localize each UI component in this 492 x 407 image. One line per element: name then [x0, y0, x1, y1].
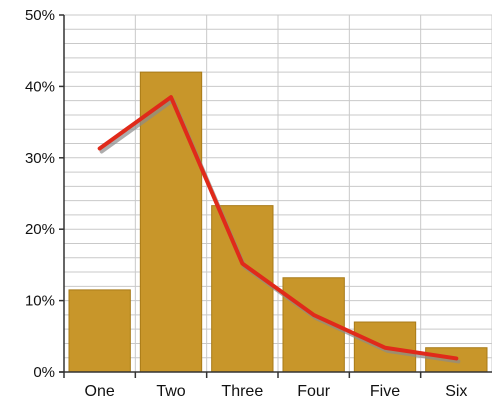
axes: [59, 14, 492, 378]
x-tick-label-two: Two: [156, 383, 185, 400]
gridlines: [64, 14, 492, 372]
bar-one: [68, 289, 131, 373]
y-tick-labels: 0% 10% 20% 30% 40% 50%: [25, 7, 55, 381]
x-tick-label-five: Five: [370, 383, 400, 400]
trend-line-layer: [97, 95, 461, 364]
y-tick-label: 40%: [25, 78, 55, 95]
x-tick-label-one: One: [85, 383, 115, 400]
y-tick-label: 10%: [25, 293, 55, 310]
bar-five: [353, 321, 417, 373]
x-tick-labels: One Two Three Four Five Six: [85, 383, 468, 400]
bar-two: [139, 71, 203, 373]
x-tick-label-three: Three: [221, 383, 263, 400]
x-tick-label-four: Four: [297, 383, 331, 400]
y-tick-label: 20%: [25, 221, 55, 238]
y-tick-label: 0%: [33, 364, 55, 381]
y-tick-label: 50%: [25, 7, 55, 24]
bars: [68, 71, 488, 373]
y-tick-label: 30%: [25, 150, 55, 167]
trend-line: [97, 95, 459, 361]
x-tick-label-six: Six: [445, 383, 467, 400]
bar-three: [211, 205, 274, 373]
